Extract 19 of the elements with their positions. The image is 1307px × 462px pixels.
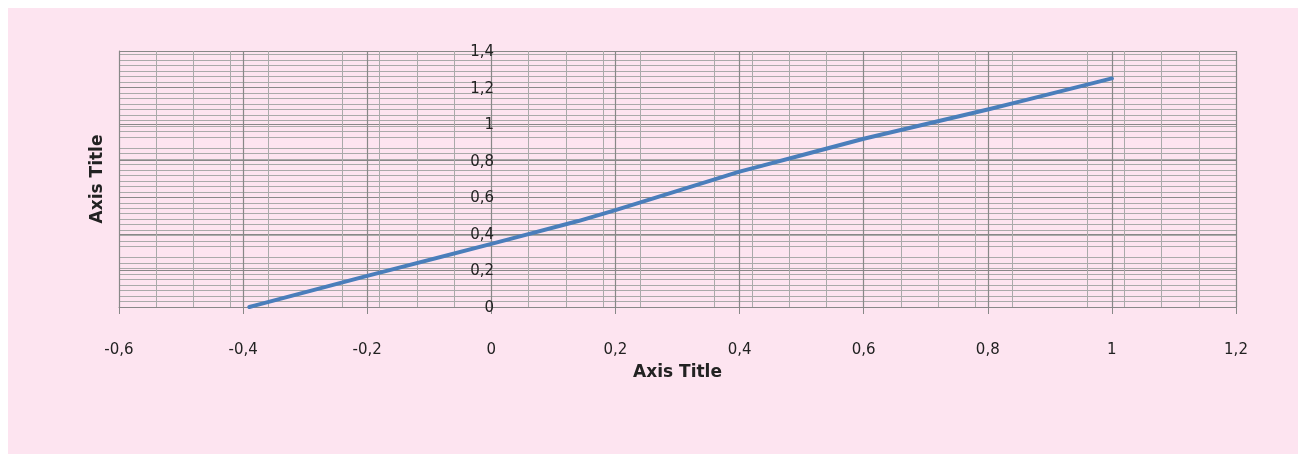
x-tick-label: -0,6	[104, 339, 134, 358]
x-axis-title: Axis Title	[633, 360, 722, 381]
x-tick-label: 1	[1107, 339, 1117, 358]
y-tick-label: 0,6	[470, 188, 494, 207]
y-axis-title: Axis Title	[85, 134, 106, 224]
y-tick-label: 1,2	[470, 78, 494, 97]
y-tick-label: 1,4	[470, 42, 494, 60]
y-tick-label: 0,8	[470, 151, 494, 170]
y-tick-label: 0	[484, 298, 494, 316]
x-tick-label: 0,2	[603, 339, 628, 358]
x-tick-label: 0,4	[727, 339, 752, 358]
x-tick-label: -0,2	[352, 339, 382, 358]
y-tick-label: 0,4	[470, 224, 494, 243]
y-tick-label: 0,2	[470, 261, 494, 280]
x-tick-label: 1,2	[1224, 339, 1248, 358]
x-tick-label: 0,8	[975, 339, 1000, 358]
x-tick-label: 0,6	[851, 339, 876, 358]
x-tick-label: -0,4	[228, 339, 258, 358]
y-tick-label: 1	[484, 115, 494, 134]
